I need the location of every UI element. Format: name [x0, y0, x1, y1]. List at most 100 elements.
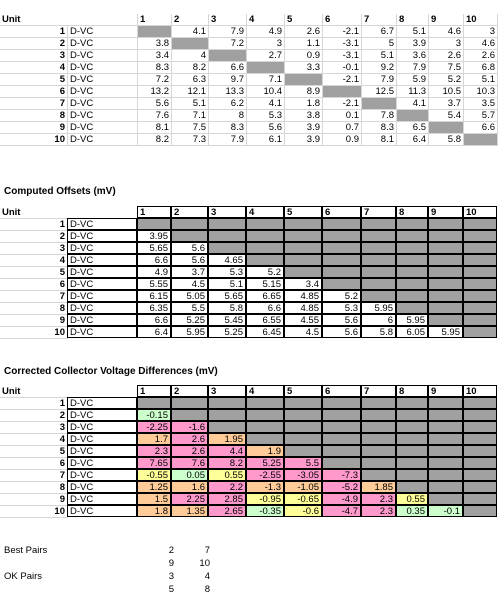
table2-empty-cell: [361, 242, 396, 254]
table3-value-cell: 1.95: [208, 433, 246, 445]
table2-empty-cell: [137, 218, 171, 230]
table2-empty-cell: [396, 266, 428, 278]
table3-empty-cell: [463, 421, 497, 433]
table3-header-col-5: 5: [284, 385, 322, 397]
table1-header-col-5: 5: [285, 14, 323, 26]
table1-diagonal-cell: [397, 110, 429, 122]
table1-value-cell: 6.8: [464, 62, 498, 74]
table1-row-name: D-VC: [68, 86, 138, 98]
table1-value-cell: 8.3: [138, 62, 172, 74]
table3-header-col-7: 7: [361, 385, 396, 397]
table3-value-cell: 1.6: [171, 481, 208, 493]
table1-value-cell: -0.1: [323, 62, 362, 74]
table3-value-cell: 2.6: [171, 445, 208, 457]
table3-row-unit: 7: [0, 470, 68, 482]
table2-value-cell: 5.3: [208, 266, 246, 278]
table1-header-col-2: 2: [172, 14, 209, 26]
table3-value-cell: -5.2: [322, 481, 361, 493]
table3-row-unit: 8: [0, 482, 68, 494]
table3-header-col-10: 10: [463, 385, 497, 397]
table3-row-name: D-VC: [67, 493, 137, 505]
table1-value-cell: 4.1: [247, 98, 285, 110]
table2-value-cell: 4.5: [284, 326, 322, 338]
table2-value-cell: 6.4: [137, 326, 171, 338]
table3-row-name: D-VC: [67, 505, 137, 517]
table1-row-unit: 8: [0, 110, 68, 122]
table3-empty-cell: [171, 409, 208, 421]
table1-value-cell: 10.5: [429, 86, 464, 98]
table3-empty-cell: [284, 409, 322, 421]
table1-value-cell: 3: [464, 26, 498, 38]
table1-value-cell: 3: [429, 38, 464, 50]
table3-value-cell: -7.3: [322, 469, 361, 481]
table3-empty-cell: [361, 445, 396, 457]
table1-value-cell: 5.1: [172, 98, 209, 110]
table2-empty-cell: [171, 230, 208, 242]
table1-row-unit: 3: [0, 50, 68, 62]
table3-value-cell: 1.8: [137, 505, 171, 517]
table2-empty-cell: [396, 290, 428, 302]
table1-row-name: D-VC: [68, 62, 138, 74]
table2-empty-cell: [396, 230, 428, 242]
table3-empty-cell: [428, 469, 463, 481]
table3-empty-cell: [322, 457, 361, 469]
table1-row-name: D-VC: [68, 38, 138, 50]
table1-value-cell: 1.8: [285, 98, 323, 110]
table1-header-col-8: 8: [397, 14, 429, 26]
table3-empty-cell: [322, 397, 361, 409]
table2-empty-cell: [428, 230, 463, 242]
table3-value-cell: 2.6: [171, 433, 208, 445]
table2-value-cell: 5.6: [322, 326, 361, 338]
best-pair-a2: 9: [168, 558, 174, 569]
table1-header-col-9: 9: [429, 14, 464, 26]
best-pair-b1: 7: [204, 545, 210, 556]
table1-value-cell: 7.1: [247, 74, 285, 86]
table2-empty-cell: [284, 230, 322, 242]
table3-row-name: D-VC: [67, 421, 137, 433]
table1-value-cell: -2.1: [323, 98, 362, 110]
table2-row-unit: 2: [0, 231, 68, 243]
table1-diagonal-cell: [285, 74, 323, 86]
table2-empty-cell: [246, 230, 284, 242]
table2-empty-cell: [208, 230, 246, 242]
table1-value-cell: 6.5: [397, 122, 429, 134]
table1-value-cell: 10.3: [464, 86, 498, 98]
table1-row-unit: 9: [0, 122, 68, 134]
table3-value-cell: 0.55: [208, 469, 246, 481]
table3-value-cell: 1.85: [361, 481, 396, 493]
table2-row-unit: 4: [0, 255, 68, 267]
table2-value-cell: 5.55: [137, 278, 171, 290]
table3-empty-cell: [396, 433, 428, 445]
table1-value-cell: 3.9: [285, 134, 323, 146]
table3-empty-cell: [137, 397, 171, 409]
table2-row-name: D-VC: [67, 314, 137, 326]
table2-empty-cell: [361, 230, 396, 242]
table3-empty-cell: [361, 433, 396, 445]
table1-row-unit: 10: [0, 134, 68, 146]
table3-row-name: D-VC: [67, 397, 137, 409]
table2-value-cell: 6.6: [246, 302, 284, 314]
table2-empty-cell: [396, 254, 428, 266]
table1-value-cell: 8.3: [362, 122, 397, 134]
ok-pair-a1: 3: [168, 571, 174, 582]
table2-value-cell: 5.95: [396, 314, 428, 326]
table1-value-cell: 12.5: [362, 86, 397, 98]
table2-empty-cell: [428, 254, 463, 266]
table2-empty-cell: [463, 302, 497, 314]
table3-empty-cell: [463, 481, 497, 493]
table1-row-unit: 1: [0, 26, 68, 38]
table1-row-name: D-VC: [68, 134, 138, 146]
table2-empty-cell: [463, 230, 497, 242]
table2-row-unit: 7: [0, 291, 68, 303]
table1-value-cell: 3.8: [138, 38, 172, 50]
table1-value-cell: 5.3: [247, 110, 285, 122]
table3-row-unit: 3: [0, 422, 68, 434]
table1-value-cell: 5.1: [362, 50, 397, 62]
table2-value-cell: 5.3: [322, 302, 361, 314]
table1-header-col-7: 7: [362, 14, 397, 26]
best-pairs-label: Best Pairs: [4, 545, 48, 556]
table1-value-cell: 2.6: [285, 26, 323, 38]
table3-value-cell: -0.55: [137, 469, 171, 481]
table2-empty-cell: [361, 218, 396, 230]
table2-row-unit: 5: [0, 267, 68, 279]
